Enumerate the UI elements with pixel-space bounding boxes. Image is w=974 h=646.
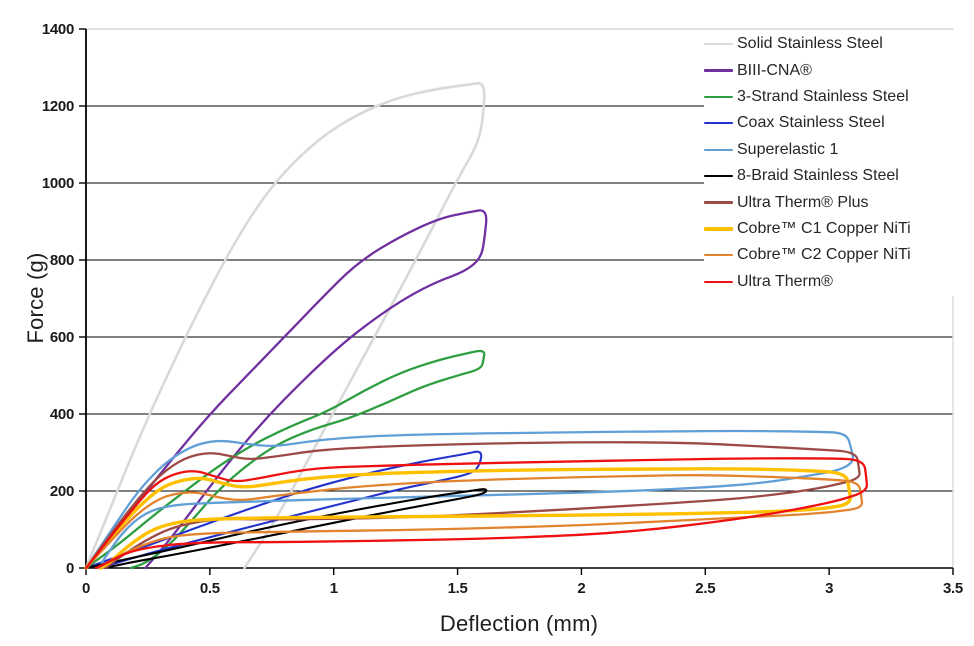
series-cobre-c1-copper-niti (84, 467, 853, 570)
x-tick-label-3-5: 3.5 (943, 580, 963, 597)
legend-label: Ultra Therm® (737, 272, 833, 290)
series-superelastic-1 (84, 429, 855, 570)
legend-label: Cobre™ C1 Copper NiTi (737, 219, 911, 237)
legend-label: Coax Stainless Steel (737, 114, 885, 132)
legend-label: Superelastic 1 (737, 140, 839, 158)
y-tick-label-200: 200 (50, 483, 74, 500)
series-solid-stainless-steel (84, 81, 486, 570)
legend-swatch (704, 201, 733, 204)
x-tick-label-0: 0 (82, 580, 90, 597)
legend-swatch (704, 42, 733, 46)
x-axis-title: Deflection (mm) (439, 611, 599, 636)
y-tick-label-600: 600 (50, 329, 74, 346)
x-tick-label-1-5: 1.5 (448, 580, 468, 597)
y-tick-label-1400: 1400 (42, 21, 74, 38)
legend-swatch (704, 175, 733, 178)
legend-item: Coax Stainless Steel (704, 110, 974, 136)
y-tick-label-800: 800 (50, 252, 74, 269)
legend-swatch (704, 95, 733, 99)
legend-swatch (704, 254, 733, 257)
legend-item: Ultra Therm® (704, 269, 974, 295)
y-tick-label-400: 400 (50, 406, 74, 423)
legend-item: Cobre™ C1 Copper NiTi (704, 216, 974, 242)
legend-label: 3-Strand Stainless Steel (737, 87, 909, 105)
series-8-braid-stainless-steel (84, 488, 488, 570)
legend-label: Cobre™ C2 Copper NiTi (737, 246, 911, 264)
x-tick-label-2: 2 (577, 580, 585, 597)
y-tick-label-1000: 1000 (42, 175, 74, 192)
x-tick-label-0-5: 0.5 (200, 580, 220, 597)
legend-item: 8-Braid Stainless Steel (704, 163, 974, 189)
legend-item: 3-Strand Stainless Steel (704, 84, 974, 110)
legend-item: Cobre™ C2 Copper NiTi (704, 242, 974, 268)
series-3-strand-stainless-steel (84, 349, 486, 570)
legend-item: Solid Stainless Steel (704, 31, 974, 57)
series-coax-stainless-steel (84, 450, 483, 570)
legend-swatch (704, 280, 733, 283)
y-tick-label-1200: 1200 (42, 98, 74, 115)
series-cobre-c2-copper-niti (84, 474, 864, 570)
legend-swatch (704, 122, 733, 125)
legend-label: BIII-CNA® (737, 61, 812, 79)
series-biii-cna (84, 209, 488, 570)
legend-item: Ultra Therm® Plus (704, 189, 974, 215)
legend-label: Solid Stainless Steel (737, 35, 883, 53)
x-tick-label-1: 1 (330, 580, 338, 597)
legend-item: Superelastic 1 (704, 137, 974, 163)
legend-swatch (704, 69, 733, 72)
x-tick-label-3: 3 (825, 580, 833, 597)
series-ultra-therm (84, 457, 869, 570)
y-axis-title: Force (g) (23, 252, 48, 344)
legend-swatch (704, 148, 733, 151)
legend-label: Ultra Therm® Plus (737, 193, 869, 211)
x-tick-label-2-5: 2.5 (695, 580, 715, 597)
legend-item: BIII-CNA® (704, 57, 974, 83)
legend-label: 8-Braid Stainless Steel (737, 167, 899, 185)
legend: Solid Stainless Steel BIII-CNA® 3-Strand… (704, 30, 974, 296)
y-tick-label-0: 0 (66, 560, 74, 577)
legend-swatch (704, 227, 733, 231)
